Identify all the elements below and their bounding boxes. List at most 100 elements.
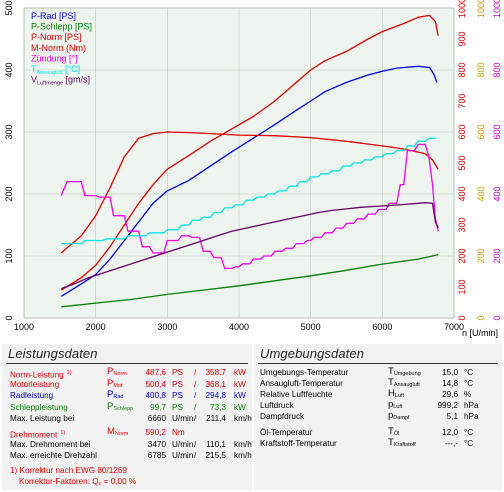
x-axis: 1000 2000 3000 4000 5000 6000 7000 — [14, 322, 464, 332]
row-unit2: kW — [234, 379, 246, 389]
y-tick-power: 400 — [4, 62, 14, 77]
row-value2: 358,7 — [205, 368, 227, 377]
row-symbol: pLuft — [388, 399, 403, 411]
footnote-korrektur: 1) Korrektur nach EWG 80/1269 — [10, 466, 127, 475]
row-label: Norm-Leistung 1) — [10, 370, 72, 380]
row-unit2: kW — [234, 368, 246, 377]
y-tick-airflow: 0 — [492, 315, 502, 320]
series-line — [61, 202, 439, 290]
row-value: 3470 — [147, 439, 166, 449]
x-tick-label: 2000 — [86, 322, 106, 332]
row-value2: 368,1 — [205, 379, 227, 389]
row-unit: PS — [172, 368, 183, 377]
legend: P-Rad [PS]P-Schlepp [PS]P-Norm [PS]M-Nor… — [31, 11, 92, 87]
row-value: 487,6 — [145, 368, 167, 377]
row-symbol-sub: Kraftstoff — [393, 442, 416, 449]
row-unit: hPa — [464, 412, 479, 422]
row-separator: / — [194, 379, 197, 389]
row-unit2: kW — [234, 402, 246, 412]
row-label: Dampfdruck — [260, 412, 305, 422]
row-unit: °C — [464, 428, 474, 437]
series-line — [60, 14, 439, 291]
y-tick-torque: 400 — [457, 186, 467, 201]
data-row: Ansaugluft-Temperatur TAnsaugluft 14,8 °C — [260, 377, 498, 389]
legend-item-sub: Ansaugluft — [37, 70, 63, 76]
data-row: Norm-Leistung 1) PNorm 487,6 PS / 358,7 kW — [10, 366, 250, 380]
legend-item-main: T — [31, 64, 37, 74]
y-tick-torque: 500 — [457, 155, 467, 170]
series-line — [60, 65, 438, 297]
y-tick-temperature: 600 — [476, 124, 486, 139]
row-separator: / — [194, 368, 197, 377]
row-label: Kraftstoff-Temperatur — [260, 439, 337, 449]
row-value: 12,0 — [442, 428, 458, 437]
series-line — [61, 137, 437, 245]
legend-item-sub: Luftmenge — [37, 81, 63, 87]
footnote-marker: 1) — [60, 430, 66, 436]
series-line — [60, 131, 439, 254]
legend-item: P-Norm [PS] — [31, 32, 82, 42]
row-unit: °C — [464, 439, 474, 449]
data-row: Schleppleistung PSchlepp 99,7 PS / 73,3 kW — [10, 401, 250, 413]
row-symbol-sub: Norm — [114, 431, 129, 437]
row-symbol: PMot — [107, 377, 123, 389]
x-axis-label: n [U/min] — [462, 328, 498, 338]
y-tick-airflow: 800 — [492, 62, 502, 77]
divider — [6, 363, 248, 364]
row-label: Radleistung — [10, 391, 54, 401]
row-symbol-sub: Luft — [393, 404, 403, 411]
legend-item: M-Norm (Nm) — [31, 43, 86, 53]
row-separator: / — [194, 439, 197, 449]
row-symbol-sub: Schlepp — [113, 405, 134, 412]
row-symbol: PNorm — [107, 366, 127, 378]
y-tick-airflow: 1000 — [492, 0, 502, 18]
row-value2: 294,8 — [205, 391, 227, 401]
row-symbol-sub: Öl — [393, 431, 400, 437]
row-unit: PS — [172, 379, 183, 389]
row-label: Öl-Temperatur — [260, 428, 313, 437]
dyno-chart: 1000 2000 3000 4000 5000 6000 7000 01002003004… — [4, 0, 502, 338]
x-tick-label: 3000 — [157, 322, 177, 332]
y-tick-power: 0 — [4, 315, 14, 320]
row-symbol-sub: Umgebung — [393, 371, 421, 377]
row-symbol: pDampf — [388, 410, 410, 422]
row-value: 500,4 — [145, 379, 167, 389]
data-row: Kraftstoff-Temperatur TKraftstoff ---,- °C — [260, 437, 498, 449]
data-row: Radleistung PRad 400,8 PS / 294,8 kW — [10, 389, 250, 401]
umgebungsdaten-title: Umgebungsdaten — [260, 346, 365, 361]
row-label: Relative Luftfeuchte — [260, 390, 333, 400]
row-label: Max. Leistung bei — [10, 414, 75, 424]
row-symbol-sub: Luft — [394, 393, 405, 400]
y-tick-airflow: 600 — [492, 124, 502, 139]
series-line — [61, 254, 439, 308]
row-label: Max. erreichte Drehzahl — [10, 451, 97, 461]
y-tick-torque: 900 — [457, 31, 467, 46]
legend-item: P-Rad [PS] — [31, 11, 76, 21]
data-row: Max. Drehmoment bei 3470 U/min/ 110,1 km/h — [10, 439, 252, 450]
row-unit: PS — [172, 402, 183, 412]
row-symbol: PRad — [107, 389, 124, 401]
row-label: Umgebungs-Temperatur — [260, 368, 349, 377]
footnote-marker: 1) — [66, 370, 72, 376]
row-unit2: km/h — [234, 439, 252, 449]
y-tick-temperature: 1000 — [476, 0, 486, 18]
data-row: Drehmoment 1) MNorm 590,2 Nm — [10, 427, 250, 440]
row-symbol: TKraftstoff — [388, 437, 416, 449]
row-symbol: TÖl — [388, 426, 400, 438]
row-symbol: TAnsaugluft — [388, 377, 420, 389]
y-tick-airflow: 200 — [492, 248, 502, 263]
row-value: 6660 — [147, 414, 166, 424]
series-line — [60, 143, 439, 270]
footnote-faktoren-value: = 0,00 % — [101, 477, 137, 486]
y-tick-power: 100 — [4, 248, 14, 263]
row-separator: / — [194, 414, 197, 424]
row-unit: °C — [464, 379, 474, 389]
row-label: Motorleistung — [10, 379, 60, 389]
data-row: Motorleistung PMot 500,4 PS / 368,1 kW — [10, 377, 250, 390]
row-unit: hPa — [464, 401, 479, 411]
data-row: Max. erreichte Drehzahl 6785 U/min/ 215,5 km… — [10, 451, 252, 461]
row-label: Ansaugluft-Temperatur — [260, 379, 343, 389]
row-value: 14,8 — [442, 379, 458, 389]
row-unit2: kW — [234, 391, 246, 401]
data-row: Dampfdruck pDampf 5,1 hPa — [260, 410, 498, 422]
